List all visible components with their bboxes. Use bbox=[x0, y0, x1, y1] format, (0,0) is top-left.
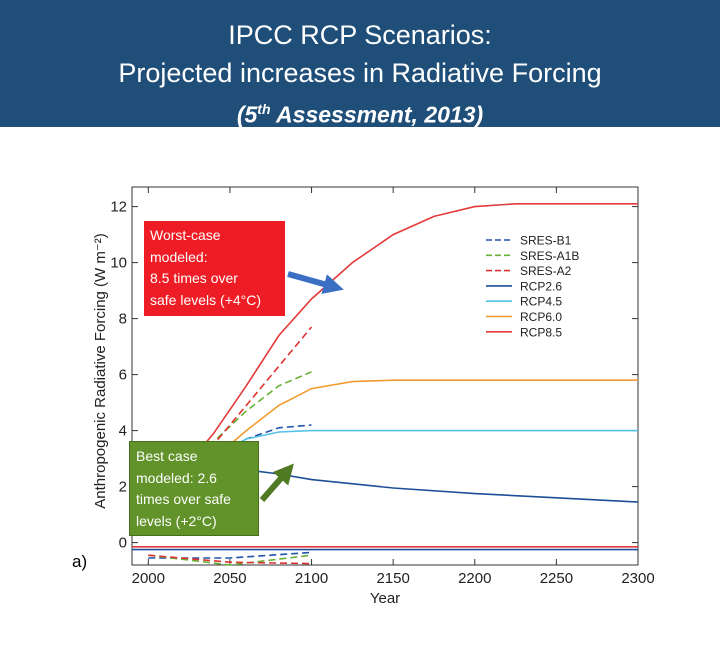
worst-case-callout: Worst-case modeled: 8.5 times over safe … bbox=[144, 221, 285, 316]
best-callout-line: modeled: 2.6 bbox=[136, 469, 217, 486]
x-tick-label: 2300 bbox=[621, 570, 654, 587]
subtitle-suffix: Assessment, 2013) bbox=[270, 101, 484, 128]
y-axis-label: Anthropogenic Radiative Forcing (W m⁻²) bbox=[92, 233, 109, 509]
x-tick-label: 2250 bbox=[540, 570, 573, 587]
pointer-arrow-best bbox=[259, 463, 294, 502]
worst-callout-line: safe levels (+4°C) bbox=[150, 291, 262, 308]
legend-label: SRES-B1 bbox=[520, 234, 572, 248]
y-tick-label: 0 bbox=[119, 535, 127, 552]
series-lower-line-sres-a2 bbox=[148, 554, 312, 565]
y-tick-label: 2 bbox=[119, 479, 127, 496]
y-tick-label: 4 bbox=[119, 423, 127, 440]
legend-label: SRES-A2 bbox=[520, 264, 572, 278]
worst-callout-line: modeled: bbox=[150, 248, 208, 265]
y-tick-label: 6 bbox=[119, 367, 127, 384]
title-banner: IPCC RCP Scenarios: Projected increases … bbox=[0, 0, 720, 130]
subtitle-prefix: (5 bbox=[236, 101, 258, 128]
legend-label: RCP2.6 bbox=[520, 279, 562, 293]
y-tick-label: 10 bbox=[110, 255, 127, 272]
subtitle: (5th Assessment, 2013) bbox=[0, 94, 720, 130]
x-tick-label: 2100 bbox=[295, 570, 328, 587]
series-lower-line-sres-a1b bbox=[148, 554, 312, 566]
panel-label: a) bbox=[72, 552, 88, 571]
best-callout-line: times over safe bbox=[136, 491, 231, 507]
series-line-rcp8-5 bbox=[147, 203, 638, 493]
pointer-arrow-worst bbox=[287, 271, 344, 294]
best-case-callout: Best case modeled: 2.6 times over safe l… bbox=[129, 441, 259, 536]
best-callout-line: levels (+2°C) bbox=[136, 512, 217, 529]
x-tick-label: 2200 bbox=[458, 570, 491, 587]
worst-callout-line: 8.5 times over bbox=[150, 270, 238, 286]
legend-label: RCP4.5 bbox=[520, 295, 562, 309]
x-tick-label: 2050 bbox=[213, 570, 246, 587]
worst-callout-line: Worst-case bbox=[150, 227, 221, 243]
x-axis-label: Year bbox=[370, 590, 400, 607]
legend-label: RCP6.0 bbox=[520, 310, 562, 324]
x-tick-label: 2000 bbox=[132, 570, 165, 587]
title-line-1: IPCC RCP Scenarios: bbox=[228, 20, 492, 50]
y-tick-label: 8 bbox=[119, 311, 127, 328]
y-tick-label: 12 bbox=[110, 199, 127, 216]
legend-label: RCP8.5 bbox=[520, 325, 562, 339]
series-line-sres-a1b bbox=[147, 371, 312, 493]
x-tick-label: 2150 bbox=[376, 570, 409, 587]
subtitle-sup: th bbox=[257, 101, 271, 117]
title-line-2: Projected increases in Radiative Forcing bbox=[118, 58, 602, 88]
series-line-sres-a2 bbox=[147, 326, 313, 493]
legend-label: SRES-A1B bbox=[520, 249, 579, 263]
best-callout-line: Best case bbox=[136, 448, 198, 464]
